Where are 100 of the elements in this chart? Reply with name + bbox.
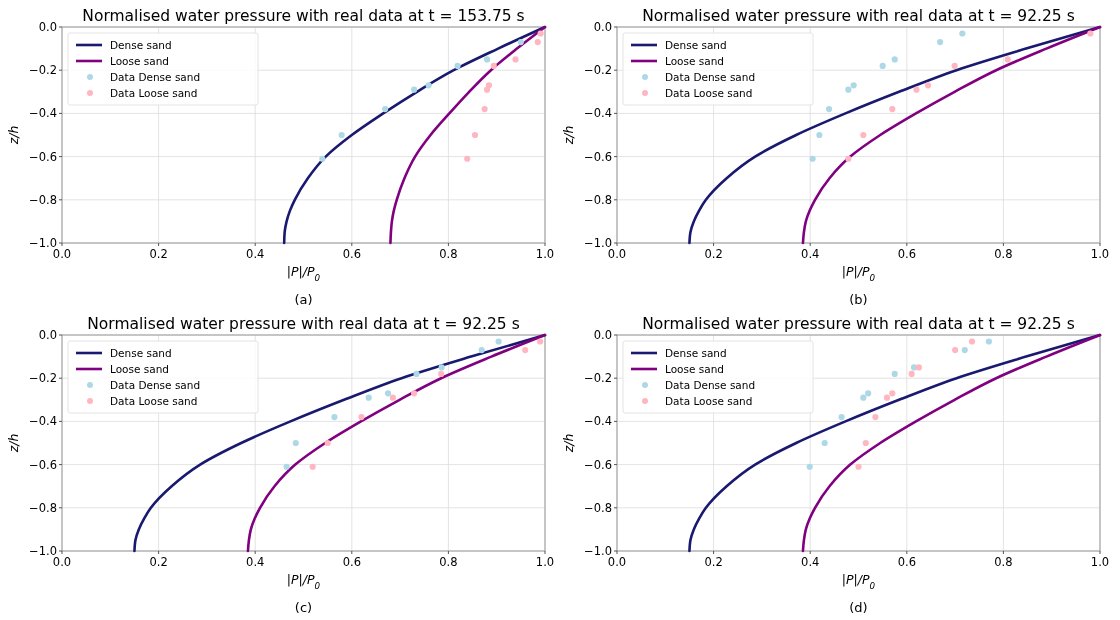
legend-label: Data Loose sand	[665, 86, 753, 99]
x-tick-label: 0.0	[607, 247, 627, 261]
point	[512, 56, 519, 63]
point	[891, 370, 898, 377]
legend-label: Data Dense sand	[110, 70, 201, 83]
point	[425, 82, 432, 89]
legend-label: Dense sand	[665, 346, 727, 359]
legend-label: Data Loose sand	[665, 394, 753, 407]
point	[319, 155, 326, 162]
chart-title: Normalised water pressure with real data at t = 92.25 s	[642, 7, 1075, 25]
x-tick-label: 0.8	[994, 247, 1013, 261]
x-tick-label: 0.4	[246, 555, 265, 569]
legend-label: Dense sand	[110, 346, 172, 359]
point	[806, 463, 813, 470]
point	[865, 390, 872, 397]
text: (d)	[849, 600, 868, 615]
point	[845, 86, 852, 93]
point	[464, 155, 471, 162]
legend-label: Dense sand	[110, 38, 172, 51]
y-tick-label: 0.0	[593, 328, 612, 343]
point	[889, 106, 896, 113]
y-axis-title: z/h	[561, 125, 576, 146]
point	[889, 390, 896, 397]
x-tick-label: 0.2	[704, 247, 723, 261]
point	[411, 86, 418, 93]
point	[389, 394, 396, 401]
point	[924, 82, 932, 89]
point	[809, 155, 816, 162]
point	[838, 414, 845, 421]
y-tick-label: 0.0	[38, 328, 57, 343]
y-tick-label: 0.0	[593, 20, 612, 35]
x-axis-title: |P|/P$_{0}$	[841, 572, 876, 591]
point	[283, 463, 290, 470]
x-tick-label: 0.0	[607, 555, 627, 569]
point	[331, 414, 338, 421]
x-tick-label: 1.0	[1090, 555, 1110, 569]
point	[952, 347, 959, 354]
x-tick-label: 0.2	[149, 247, 168, 261]
point	[959, 30, 966, 37]
x-tick-label: 0.8	[439, 247, 458, 261]
point	[365, 394, 372, 401]
y-tick-label: −0.6	[584, 457, 612, 472]
legend-label: Dense sand	[665, 38, 727, 51]
x-tick-label: 0.8	[994, 555, 1013, 569]
legend-label: Loose sand	[665, 54, 725, 67]
text: (c)	[294, 600, 313, 615]
point	[951, 62, 958, 69]
x-tick-label: 1.0	[1090, 247, 1110, 261]
point	[891, 56, 898, 63]
point	[850, 82, 857, 89]
point	[438, 370, 445, 377]
point	[860, 131, 867, 139]
point	[816, 131, 823, 139]
point	[481, 106, 488, 113]
point	[883, 394, 891, 401]
x-tick-label: 0.0	[52, 555, 72, 569]
y-tick-label: −0.2	[29, 371, 57, 386]
point	[485, 82, 493, 89]
x-tick-label: 0.0	[52, 247, 72, 261]
y-axis-title: z/h	[6, 125, 21, 146]
legend-label: Loose sand	[110, 54, 170, 67]
legend-label: Data Loose sand	[110, 394, 198, 407]
y-tick-label: −0.2	[29, 63, 57, 78]
x-tick-label: 0.4	[801, 247, 820, 261]
point	[537, 338, 544, 345]
chart-title: Normalised water pressure with real data at t = 92.25 s	[87, 315, 520, 333]
legend-label: Loose sand	[110, 362, 170, 375]
x-tick-label: 0.4	[246, 247, 265, 261]
y-tick-label: −0.4	[584, 106, 612, 121]
chart-title: Normalised water pressure with real data at t = 153.75 s	[82, 7, 525, 25]
legend-label: Loose sand	[665, 362, 725, 375]
y-tick-label: −0.8	[29, 192, 57, 207]
point	[879, 62, 886, 69]
x-tick-label: 0.2	[149, 555, 168, 569]
y-axis-title: z/h	[561, 433, 576, 454]
point	[968, 338, 976, 345]
point	[411, 390, 418, 397]
x-axis-title: |P|/P$_{0}$	[286, 264, 321, 283]
point	[522, 347, 529, 354]
text: (a)	[294, 292, 313, 307]
y-tick-label: −0.6	[29, 149, 57, 164]
point	[855, 463, 862, 470]
y-tick-label: −0.8	[29, 500, 57, 515]
point	[845, 155, 852, 162]
point	[915, 364, 922, 371]
point	[413, 370, 420, 377]
point	[1087, 30, 1094, 37]
x-tick-label: 0.2	[704, 555, 723, 569]
point	[908, 370, 915, 377]
y-tick-label: −0.6	[584, 149, 612, 164]
point	[862, 439, 869, 447]
x-axis-title: |P|/P$_{0}$	[841, 264, 876, 283]
point	[937, 39, 944, 46]
legend-label: Data Dense sand	[665, 378, 756, 391]
y-tick-label: −0.2	[584, 63, 612, 78]
y-tick-label: −0.4	[584, 414, 612, 429]
x-tick-label: 0.6	[897, 555, 916, 569]
y-axis-title: z/h	[6, 433, 21, 454]
point	[490, 62, 497, 69]
y-tick-label: 0.0	[38, 20, 57, 35]
